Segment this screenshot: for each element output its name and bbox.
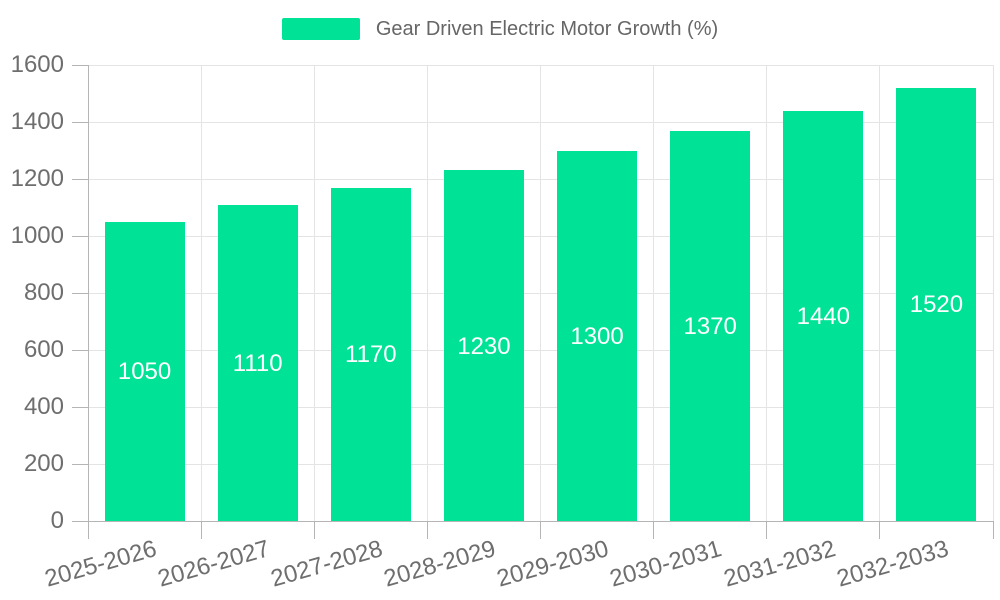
y-axis-tick <box>72 121 88 123</box>
x-axis-tick-label: 2026-2027 <box>154 535 273 593</box>
legend-swatch-icon <box>281 18 360 40</box>
y-axis-tick <box>72 292 88 294</box>
y-axis-tick-label: 1200 <box>10 165 64 192</box>
y-axis-tick-label: 1000 <box>10 222 64 249</box>
y-axis-tick-label: 200 <box>23 450 64 477</box>
x-axis-tick-label: 2029-2030 <box>494 535 612 593</box>
y-axis-tick-label: 1600 <box>10 51 64 78</box>
x-axis-tick <box>200 521 202 539</box>
x-axis-tick <box>313 521 315 539</box>
x-axis-tick <box>653 521 655 539</box>
y-axis-line <box>87 65 89 521</box>
bar[interactable] <box>217 204 298 521</box>
x-axis-tick <box>87 521 89 539</box>
y-axis-tick-label: 800 <box>23 279 64 306</box>
x-axis-tick-label: 2025-2026 <box>41 535 160 593</box>
y-axis-tick <box>72 406 88 408</box>
x-axis-tick <box>766 521 768 539</box>
bar[interactable] <box>557 150 638 521</box>
bar[interactable] <box>783 110 864 521</box>
y-axis-tick-label: 400 <box>23 393 64 420</box>
x-gridline <box>653 65 655 521</box>
x-axis-tick <box>540 521 541 539</box>
y-axis-tick <box>72 349 88 351</box>
y-axis-tick <box>72 520 88 522</box>
plot-area: 1050 1110 1170 1230 1300 1370 1440 1520 <box>87 64 994 522</box>
x-gridline <box>313 65 315 521</box>
y-axis-tick <box>72 64 88 66</box>
y-axis-tick <box>72 463 88 465</box>
bar-value-label: 1230 <box>457 332 511 360</box>
x-axis-tick-label: 2031-2032 <box>720 535 839 593</box>
x-gridline <box>540 65 541 521</box>
x-gridline <box>426 65 428 521</box>
x-axis-tick <box>992 521 994 539</box>
x-axis-tick <box>879 521 881 539</box>
x-gridline <box>766 65 768 521</box>
y-axis-tick <box>72 178 88 180</box>
x-axis-tick-label: 2027-2028 <box>267 535 386 593</box>
chart-legend[interactable]: Gear Driven Electric Motor Growth (%) <box>0 18 1000 40</box>
y-axis-tick-label: 0 <box>50 507 64 534</box>
x-axis-tick-label: 2030-2031 <box>607 535 726 593</box>
y-axis-tick-label: 1400 <box>10 108 64 135</box>
bar-value-label: 1050 <box>117 358 172 386</box>
bar[interactable] <box>670 130 751 521</box>
bar-value-label: 1300 <box>570 322 624 350</box>
bar-value-label: 1110 <box>232 349 283 377</box>
y-axis-tick <box>72 235 88 237</box>
bar-value-label: 1520 <box>909 291 964 319</box>
bar[interactable] <box>104 221 185 521</box>
x-axis-tick <box>426 521 428 539</box>
bar[interactable] <box>443 170 524 521</box>
x-gridline <box>200 65 202 521</box>
x-gridline <box>879 65 881 521</box>
y-axis-tick-label: 600 <box>23 336 64 363</box>
legend-series-label: Gear Driven Electric Motor Growth (%) <box>375 18 719 40</box>
bar[interactable] <box>330 187 411 521</box>
x-axis-tick-label: 2032-2033 <box>833 535 952 593</box>
bar[interactable] <box>896 87 977 521</box>
bar-value-label: 1370 <box>683 312 737 340</box>
bar-value-label: 1170 <box>345 341 397 369</box>
x-axis-tick-label: 2028-2029 <box>381 535 499 593</box>
x-gridline <box>992 65 994 521</box>
bar-value-label: 1440 <box>796 302 850 330</box>
